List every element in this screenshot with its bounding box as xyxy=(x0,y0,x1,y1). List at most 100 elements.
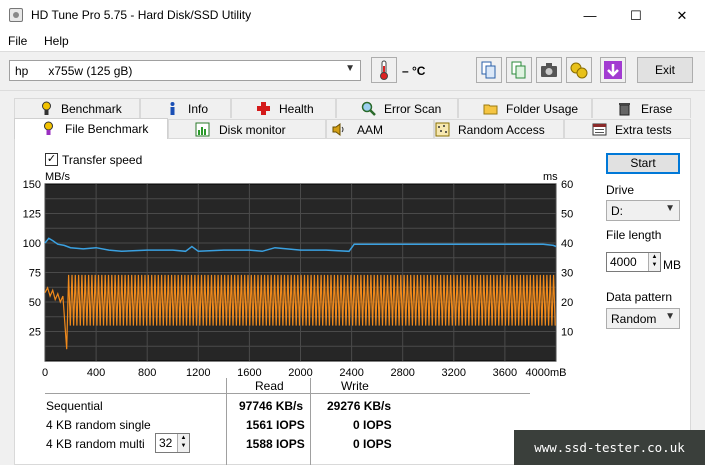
tab-folder-usage[interactable]: Folder Usage xyxy=(458,98,592,118)
file-length-value: 4000 xyxy=(610,255,637,269)
x-tick-label: 2400 xyxy=(339,367,363,379)
x-tick-label: 1600 xyxy=(237,367,261,379)
copy-icon[interactable] xyxy=(476,57,502,83)
options-icon[interactable] xyxy=(566,57,592,83)
y-right-tick-label: 60 xyxy=(561,179,573,191)
tab-label: Random Access xyxy=(458,123,545,137)
tab-aam[interactable]: AAM xyxy=(326,119,434,139)
tab-erase[interactable]: Erase xyxy=(592,98,691,118)
x-tick-label: 400 xyxy=(87,367,105,379)
random-multi-read: 1588 IOPS xyxy=(246,437,305,451)
y-left-tick-label: 50 xyxy=(29,297,41,309)
x-tick-label: 2000 xyxy=(288,367,312,379)
maximize-button[interactable]: ☐ xyxy=(630,8,642,23)
x-tick-label: 0 xyxy=(42,367,48,379)
file-length-input[interactable]: 4000 ▲ ▼ xyxy=(606,252,661,272)
random-single-label: 4 KB random single xyxy=(46,418,151,432)
tab-label: Error Scan xyxy=(384,102,442,116)
tab-random-access[interactable]: Random Access xyxy=(434,119,564,139)
queue-depth-stepper[interactable]: ▲ ▼ xyxy=(177,434,189,452)
file-length-unit: MB xyxy=(663,258,681,272)
y-left-tick-label: 25 xyxy=(29,327,41,339)
y-left-tick-label: 100 xyxy=(23,238,41,250)
y-right-tick-label: 40 xyxy=(561,238,573,250)
drive-dropdown-value: D: xyxy=(611,204,623,218)
y-left-tick-label: 75 xyxy=(29,268,41,280)
file-benchmark-icon xyxy=(44,121,53,135)
minimize-button[interactable]: — xyxy=(583,8,597,23)
drive-selector-value: hp x755w (125 gB) xyxy=(15,64,133,78)
x-tick-label: 3600 xyxy=(493,367,517,379)
tab-label: AAM xyxy=(357,123,384,137)
tab-info[interactable]: Info xyxy=(140,98,231,118)
tab-file-benchmark[interactable]: File Benchmark xyxy=(14,118,168,139)
tab-label: Erase xyxy=(641,102,673,116)
drive-selector[interactable]: hp x755w (125 gB) ▼ xyxy=(9,60,361,81)
benchmark-icon xyxy=(42,101,51,115)
y-right-tick-label: 10 xyxy=(561,327,573,339)
start-button[interactable]: Start xyxy=(606,153,680,174)
y-right-tick-label: 20 xyxy=(561,297,573,309)
trash-icon xyxy=(619,103,630,116)
sequential-read: 97746 KB/s xyxy=(239,399,304,413)
drive-label: Drive xyxy=(606,183,635,197)
x-tick-label: 800 xyxy=(138,367,156,379)
random-single-read: 1561 IOPS xyxy=(246,418,305,432)
random-single-write: 0 IOPS xyxy=(353,418,392,432)
app-icon xyxy=(9,8,23,22)
random-multi-write: 0 IOPS xyxy=(353,437,392,451)
chevron-down-icon: ▼ xyxy=(665,203,675,214)
x-tick-label: 4000mB xyxy=(526,367,567,379)
read-column-header: Read xyxy=(255,379,284,393)
temperature-readout: – °C xyxy=(402,64,426,78)
close-button[interactable]: ✕ xyxy=(676,8,688,23)
tab-health[interactable]: Health xyxy=(231,98,336,118)
drive-dropdown[interactable]: D: ▼ xyxy=(606,200,680,221)
thermometer-icon[interactable] xyxy=(371,57,397,83)
folder-icon xyxy=(483,104,498,115)
menu-file[interactable]: File xyxy=(8,34,28,48)
data-pattern-dropdown[interactable]: Random ▼ xyxy=(606,308,680,329)
tab-label: File Benchmark xyxy=(65,122,149,136)
transfer-speed-label: Transfer speed xyxy=(62,153,143,167)
file-length-stepper[interactable]: ▲ ▼ xyxy=(648,253,660,271)
toolbar: hp x755w (125 gB) ▼ – °C Exit xyxy=(0,51,705,91)
tab-label: Extra tests xyxy=(615,123,672,137)
tab-label: Disk monitor xyxy=(219,123,286,137)
disk-monitor-icon xyxy=(195,122,210,137)
column-separator xyxy=(310,378,311,465)
copy-text-icon[interactable] xyxy=(506,57,532,83)
read-speed-series-line xyxy=(44,237,557,253)
transfer-speed-checkbox[interactable]: ✓ xyxy=(45,153,58,166)
tab-benchmark[interactable]: Benchmark xyxy=(14,98,140,118)
y-left-tick-label: 150 xyxy=(23,179,41,191)
file-length-label: File length xyxy=(606,228,662,242)
write-speed-series-line xyxy=(44,274,556,350)
tab-disk-monitor[interactable]: Disk monitor xyxy=(168,119,326,139)
sequential-label: Sequential xyxy=(46,399,103,413)
tab-label: Info xyxy=(188,102,209,116)
x-tick-label: 2800 xyxy=(390,367,414,379)
window-title: HD Tune Pro 5.75 - Hard Disk/SSD Utility xyxy=(31,8,252,22)
tab-error-scan[interactable]: Error Scan xyxy=(336,98,458,118)
random-multi-label: 4 KB random multi xyxy=(46,437,145,451)
header-separator xyxy=(45,393,530,394)
tab-extra-tests[interactable]: Extra tests xyxy=(564,119,691,139)
menu-help[interactable]: Help xyxy=(44,34,69,48)
exit-button[interactable]: Exit xyxy=(637,57,693,83)
download-icon[interactable] xyxy=(600,57,626,83)
queue-depth-input[interactable]: 32 ▲ ▼ xyxy=(155,433,190,453)
tab-label: Folder Usage xyxy=(506,102,579,116)
queue-depth-value: 32 xyxy=(159,436,173,450)
y-right-tick-label: 30 xyxy=(561,268,573,280)
tab-label: Health xyxy=(279,102,314,116)
data-pattern-value: Random xyxy=(611,312,657,326)
camera-icon[interactable] xyxy=(536,57,562,83)
speaker-icon xyxy=(332,123,344,136)
x-tick-label: 3200 xyxy=(442,367,466,379)
x-tick-label: 1200 xyxy=(186,367,210,379)
watermark: www.ssd-tester.co.uk xyxy=(514,430,705,465)
tab-label: Benchmark xyxy=(61,102,122,116)
y-left-axis-label: MB/s xyxy=(45,171,71,183)
